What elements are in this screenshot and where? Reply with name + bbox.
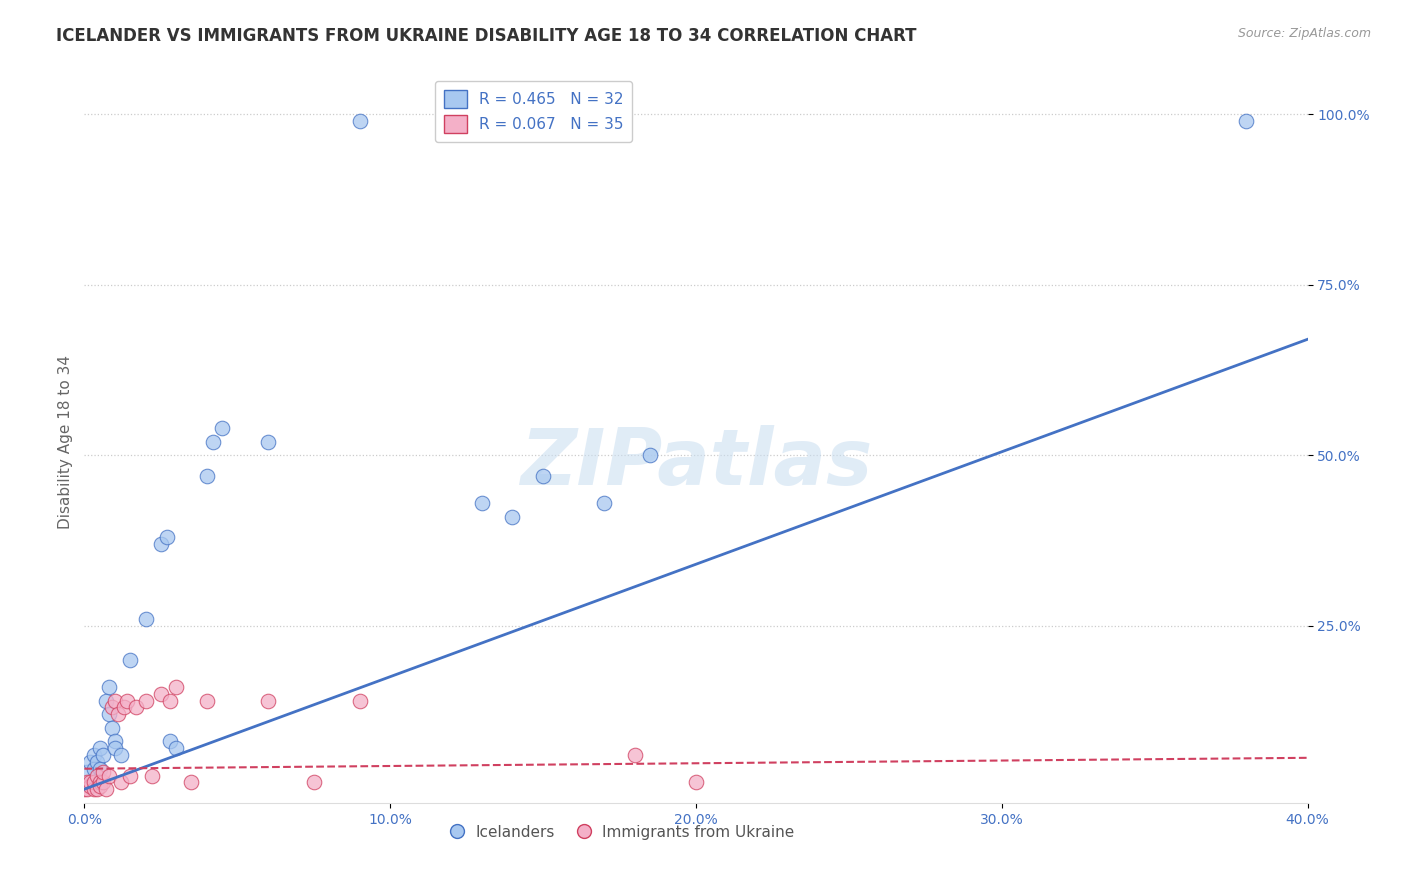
Point bbox=[94, 693, 117, 707]
Point bbox=[91, 765, 114, 780]
Point bbox=[73, 782, 96, 797]
Point bbox=[135, 693, 157, 707]
Point bbox=[120, 653, 142, 667]
Point bbox=[86, 755, 108, 769]
Point bbox=[104, 693, 127, 707]
Y-axis label: Disability Age 18 to 34: Disability Age 18 to 34 bbox=[58, 354, 73, 529]
Legend: Icelanders, Immigrants from Ukraine: Icelanders, Immigrants from Ukraine bbox=[444, 819, 800, 846]
Point bbox=[86, 782, 108, 797]
Point bbox=[120, 768, 142, 782]
Point bbox=[125, 700, 148, 714]
Point bbox=[83, 748, 105, 763]
Point bbox=[110, 775, 132, 789]
Point bbox=[76, 775, 98, 789]
Point bbox=[91, 748, 114, 763]
Point bbox=[135, 612, 157, 626]
Point bbox=[89, 741, 111, 756]
Point bbox=[107, 707, 129, 722]
Point bbox=[349, 114, 371, 128]
Point bbox=[302, 775, 325, 789]
Point bbox=[104, 741, 127, 756]
Point bbox=[638, 448, 661, 462]
Point bbox=[101, 700, 124, 714]
Point bbox=[593, 496, 616, 510]
Point bbox=[97, 707, 120, 722]
Point bbox=[79, 779, 101, 793]
Point bbox=[76, 782, 98, 797]
Point bbox=[149, 687, 172, 701]
Point bbox=[624, 748, 647, 763]
Point bbox=[195, 468, 218, 483]
Point bbox=[141, 768, 163, 782]
Point bbox=[104, 734, 127, 748]
Point bbox=[195, 693, 218, 707]
Point bbox=[89, 762, 111, 776]
Point bbox=[149, 537, 172, 551]
Point bbox=[79, 755, 101, 769]
Point bbox=[89, 779, 111, 793]
Point bbox=[156, 530, 179, 544]
Point bbox=[83, 775, 105, 789]
Point bbox=[211, 421, 233, 435]
Point bbox=[115, 693, 138, 707]
Point bbox=[110, 748, 132, 763]
Point bbox=[502, 509, 524, 524]
Point bbox=[101, 721, 124, 735]
Point bbox=[97, 680, 120, 694]
Text: ICELANDER VS IMMIGRANTS FROM UKRAINE DISABILITY AGE 18 TO 34 CORRELATION CHART: ICELANDER VS IMMIGRANTS FROM UKRAINE DIS… bbox=[56, 27, 917, 45]
Text: ZIPatlas: ZIPatlas bbox=[520, 425, 872, 501]
Point bbox=[201, 434, 224, 449]
Point bbox=[159, 734, 181, 748]
Point bbox=[79, 775, 101, 789]
Point bbox=[76, 765, 98, 780]
Point bbox=[91, 775, 114, 789]
Point bbox=[86, 768, 108, 782]
Point bbox=[180, 775, 202, 789]
Point bbox=[471, 496, 494, 510]
Point bbox=[83, 782, 105, 797]
Point bbox=[97, 768, 120, 782]
Point bbox=[257, 693, 280, 707]
Point bbox=[165, 680, 187, 694]
Point bbox=[112, 700, 135, 714]
Point bbox=[83, 762, 105, 776]
Point bbox=[531, 468, 554, 483]
Point bbox=[159, 693, 181, 707]
Point bbox=[94, 782, 117, 797]
Point bbox=[89, 775, 111, 789]
Point bbox=[165, 741, 187, 756]
Point bbox=[685, 775, 707, 789]
Point bbox=[349, 693, 371, 707]
Text: Source: ZipAtlas.com: Source: ZipAtlas.com bbox=[1237, 27, 1371, 40]
Point bbox=[1236, 114, 1258, 128]
Point bbox=[257, 434, 280, 449]
